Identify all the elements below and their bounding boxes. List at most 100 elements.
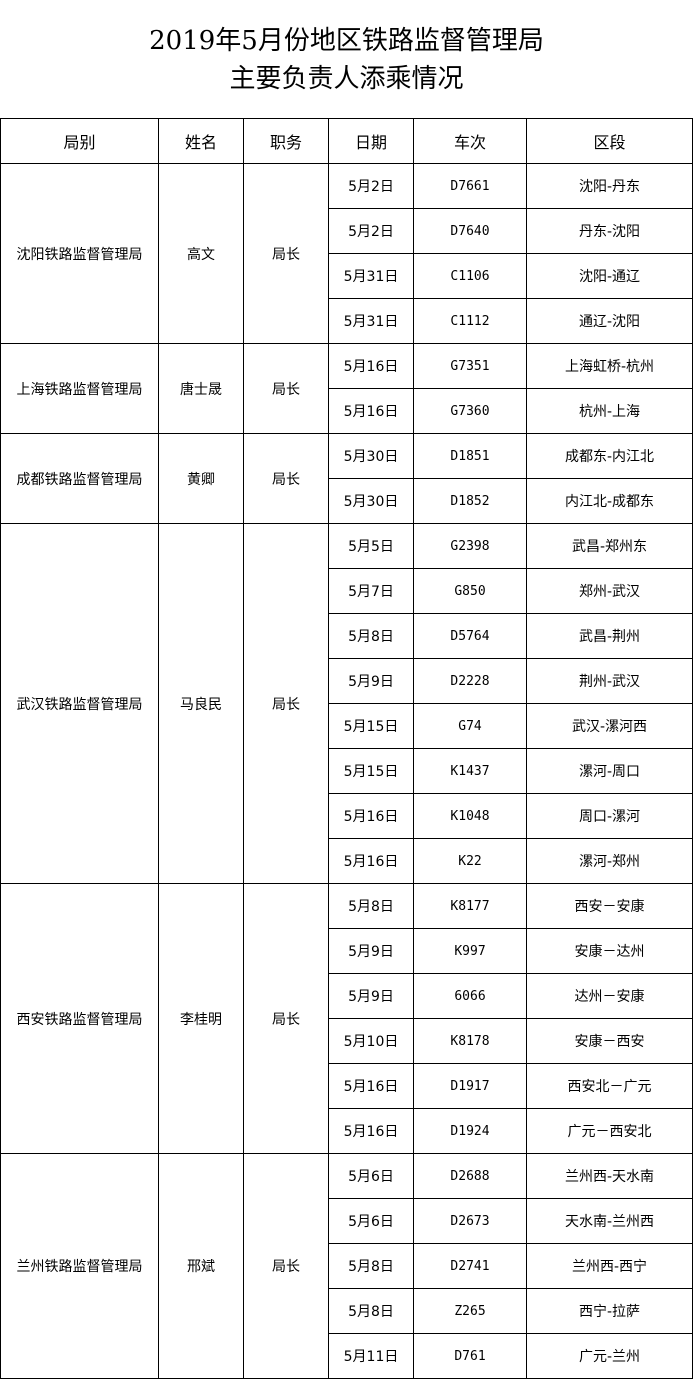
section-cell: 郑州-武汉 (526, 568, 693, 614)
section-cell: 西安－安康 (526, 883, 693, 929)
date-cell: 5月30日 (328, 478, 414, 524)
name-cell: 李桂明 (158, 883, 244, 1154)
date-cell: 5月15日 (328, 703, 414, 749)
section-cell: 西安北－广元 (526, 1063, 693, 1109)
section-cell: 西宁-拉萨 (526, 1288, 693, 1334)
section-cell: 沈阳-通辽 (526, 253, 693, 299)
date-cell: 5月8日 (328, 613, 414, 659)
section-cell: 杭州-上海 (526, 388, 693, 434)
column-header-date: 日期 (328, 118, 414, 164)
bureau-cell: 沈阳铁路监督管理局 (0, 163, 159, 344)
section-cell: 广元-兰州 (526, 1333, 693, 1379)
train-cell: D1852 (413, 478, 527, 524)
train-cell: D7640 (413, 208, 527, 254)
train-cell: G7351 (413, 343, 527, 389)
header-row: 局别 姓名 职务 日期 车次 区段 (0, 118, 693, 164)
train-cell: D2228 (413, 658, 527, 704)
bureau-cell: 武汉铁路监督管理局 (0, 523, 159, 884)
section-cell: 安康－达州 (526, 928, 693, 974)
date-cell: 5月16日 (328, 1108, 414, 1154)
table-row: 5月7日 G850 郑州-武汉 (1, 568, 693, 614)
date-cell: 5月30日 (328, 433, 414, 479)
section-cell: 安康－西安 (526, 1018, 693, 1064)
date-cell: 5月16日 (328, 343, 414, 389)
section-cell: 兰州西-天水南 (526, 1153, 693, 1199)
table-row: 5月15日 K1437 漯河-周口 (1, 748, 693, 794)
table-row: 成都铁路监督管理局 黄卿 局长 5月30日 D1851 成都东-内江北 (0, 433, 693, 524)
train-cell: K8178 (413, 1018, 527, 1064)
train-cell: K8177 (413, 883, 527, 929)
train-cell: D5764 (413, 613, 527, 659)
table-row: 5月15日 G74 武汉-漯河西 (1, 703, 693, 749)
table-row: 5月6日 D2673 天水南-兰州西 (1, 1198, 693, 1244)
section-cell: 天水南-兰州西 (526, 1198, 693, 1244)
name-cell: 邢斌 (158, 1153, 244, 1379)
section-cell: 达州－安康 (526, 973, 693, 1019)
bureau-cell: 成都铁路监督管理局 (0, 433, 159, 524)
title-line-2: 主要负责人添乘情况 (229, 64, 464, 94)
position-cell: 局长 (243, 163, 329, 344)
date-cell: 5月8日 (328, 1243, 414, 1289)
table-row: 5月31日 C1106 沈阳-通辽 (1, 253, 693, 299)
table-row: 上海铁路监督管理局 唐士晟 局长 5月16日 G7351 上海虹桥-杭州 (0, 343, 693, 434)
position-cell: 局长 (243, 433, 329, 524)
date-cell: 5月16日 (328, 1063, 414, 1109)
date-cell: 5月9日 (328, 658, 414, 704)
train-cell: K1048 (413, 793, 527, 839)
section-cell: 通辽-沈阳 (526, 298, 693, 344)
bureau-cell: 西安铁路监督管理局 (0, 883, 159, 1154)
date-cell: 5月31日 (328, 253, 414, 299)
train-cell: K1437 (413, 748, 527, 794)
table-row: 西安铁路监督管理局 李桂明 局长 5月8日 K8177 西安－安康 (0, 883, 693, 1154)
column-header-train: 车次 (413, 118, 527, 164)
train-cell: K997 (413, 928, 527, 974)
table-row: 5月30日 D1852 内江北-成都东 (1, 478, 693, 524)
train-cell: Z265 (413, 1288, 527, 1334)
date-cell: 5月8日 (328, 883, 414, 929)
date-cell: 5月6日 (328, 1198, 414, 1244)
section-cell: 武昌-郑州东 (526, 523, 693, 569)
inspection-table: 局别 姓名 职务 日期 车次 区段 沈阳铁路监督管理局 高文 局长 5月2日 D7661 沈阳-丹东… (0, 118, 693, 1379)
train-cell: D1851 (413, 433, 527, 479)
table-row: 5月16日 D1924 广元－西安北 (1, 1108, 693, 1154)
date-cell: 5月11日 (328, 1333, 414, 1379)
date-cell: 5月2日 (328, 208, 414, 254)
table-row: 5月16日 D1917 西安北－广元 (1, 1063, 693, 1109)
bureau-cell: 上海铁路监督管理局 (0, 343, 159, 434)
name-cell: 黄卿 (158, 433, 244, 524)
date-cell: 5月31日 (328, 298, 414, 344)
train-cell: G7360 (413, 388, 527, 434)
train-cell: G74 (413, 703, 527, 749)
date-cell: 5月15日 (328, 748, 414, 794)
train-cell: C1106 (413, 253, 527, 299)
train-cell: D761 (413, 1333, 527, 1379)
table-row: 5月16日 G7360 杭州-上海 (1, 388, 693, 434)
table-row: 沈阳铁路监督管理局 高文 局长 5月2日 D7661 沈阳-丹东 (0, 163, 693, 344)
table-row: 5月16日 K1048 周口-漯河 (1, 793, 693, 839)
column-header-bureau: 局别 (0, 118, 159, 164)
column-header-name: 姓名 (158, 118, 244, 164)
name-cell: 唐士晟 (158, 343, 244, 434)
section-cell: 丹东-沈阳 (526, 208, 693, 254)
section-cell: 漯河-周口 (526, 748, 693, 794)
position-cell: 局长 (243, 883, 329, 1154)
date-cell: 5月16日 (328, 388, 414, 434)
table-row: 武汉铁路监督管理局 马良民 局长 5月5日 G2398 武昌-郑州东 (0, 523, 693, 884)
position-cell: 局长 (243, 343, 329, 434)
section-cell: 兰州西-西宁 (526, 1243, 693, 1289)
section-cell: 周口-漯河 (526, 793, 693, 839)
date-cell: 5月7日 (328, 568, 414, 614)
train-cell: G850 (413, 568, 527, 614)
section-cell: 上海虹桥-杭州 (526, 343, 693, 389)
title-line-1: 2019年5月份地区铁路监督管理局 (149, 26, 544, 56)
section-cell: 武汉-漯河西 (526, 703, 693, 749)
bureau-cell: 兰州铁路监督管理局 (0, 1153, 159, 1379)
position-cell: 局长 (243, 1153, 329, 1379)
section-cell: 广元－西安北 (526, 1108, 693, 1154)
table-row: 5月11日 D761 广元-兰州 (1, 1333, 693, 1379)
name-cell: 高文 (158, 163, 244, 344)
date-cell: 5月9日 (328, 973, 414, 1019)
table-row: 5月2日 D7640 丹东-沈阳 (1, 208, 693, 254)
train-cell: 6066 (413, 973, 527, 1019)
train-cell: D1924 (413, 1108, 527, 1154)
